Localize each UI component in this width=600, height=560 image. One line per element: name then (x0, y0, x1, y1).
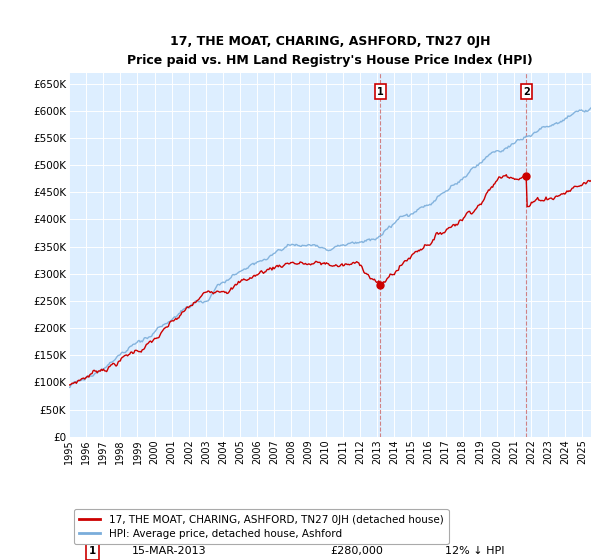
Text: 1: 1 (377, 87, 384, 97)
Text: 12% ↓ HPI: 12% ↓ HPI (445, 547, 505, 557)
Text: 1: 1 (89, 547, 96, 557)
Text: £280,000: £280,000 (330, 547, 383, 557)
Text: 2: 2 (523, 87, 530, 97)
Title: 17, THE MOAT, CHARING, ASHFORD, TN27 0JH
Price paid vs. HM Land Registry's House: 17, THE MOAT, CHARING, ASHFORD, TN27 0JH… (127, 35, 533, 67)
Text: 15-MAR-2013: 15-MAR-2013 (131, 547, 206, 557)
Legend: 17, THE MOAT, CHARING, ASHFORD, TN27 0JH (detached house), HPI: Average price, d: 17, THE MOAT, CHARING, ASHFORD, TN27 0JH… (74, 510, 449, 544)
